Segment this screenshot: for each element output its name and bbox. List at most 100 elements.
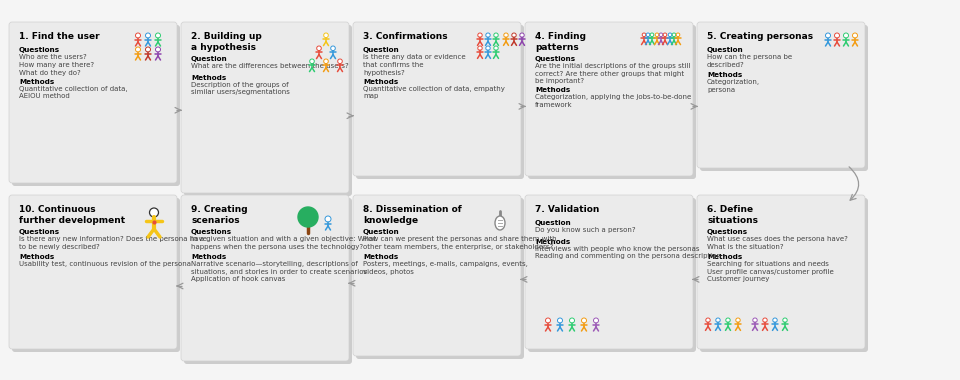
FancyBboxPatch shape (12, 25, 180, 186)
FancyBboxPatch shape (353, 22, 521, 176)
Text: Question: Question (707, 47, 744, 53)
Circle shape (660, 33, 662, 36)
Circle shape (826, 33, 830, 38)
Text: Questions: Questions (19, 47, 60, 53)
Text: Methods: Methods (363, 79, 398, 84)
Circle shape (486, 46, 491, 51)
Text: Description of the groups of
similar users/segmentations: Description of the groups of similar use… (191, 81, 290, 95)
Text: Are the initial descriptions of the groups still
correct? Are there other groups: Are the initial descriptions of the grou… (535, 63, 690, 84)
FancyBboxPatch shape (697, 22, 865, 168)
Circle shape (330, 46, 335, 51)
Text: How can we present the personas and share them with
other team members, the ente: How can we present the personas and shar… (363, 236, 557, 250)
Circle shape (676, 33, 680, 36)
Text: 3. Confirmations: 3. Confirmations (363, 32, 447, 41)
Circle shape (726, 318, 731, 322)
FancyBboxPatch shape (184, 25, 352, 196)
Text: Interviews with people who know the personas
Reading and commenting on the perso: Interviews with people who know the pers… (535, 245, 721, 259)
Circle shape (504, 33, 508, 37)
Circle shape (642, 33, 646, 36)
Circle shape (493, 33, 498, 37)
Text: 5. Creating personas: 5. Creating personas (707, 32, 813, 41)
Text: Do you know such a person?: Do you know such a person? (535, 227, 636, 233)
Circle shape (156, 33, 160, 38)
Circle shape (593, 318, 598, 323)
Text: Question: Question (191, 56, 228, 62)
Text: 10. Continuous
further development: 10. Continuous further development (19, 205, 125, 225)
Circle shape (324, 33, 328, 38)
Circle shape (646, 33, 650, 36)
Circle shape (486, 33, 491, 37)
Text: Questions: Questions (535, 56, 576, 62)
Circle shape (135, 47, 140, 52)
Circle shape (668, 33, 672, 36)
Circle shape (650, 33, 654, 36)
Circle shape (317, 46, 322, 51)
Circle shape (512, 33, 516, 37)
Text: 1. Find the user: 1. Find the user (19, 32, 100, 41)
FancyBboxPatch shape (181, 22, 349, 193)
Text: Methods: Methods (363, 254, 398, 260)
Circle shape (852, 33, 857, 38)
Text: Question: Question (535, 220, 572, 226)
Circle shape (478, 33, 482, 37)
Circle shape (325, 216, 331, 222)
Circle shape (735, 318, 740, 322)
Circle shape (655, 33, 659, 36)
Circle shape (582, 318, 587, 323)
Text: Methods: Methods (707, 254, 742, 260)
Circle shape (558, 318, 563, 323)
FancyBboxPatch shape (356, 25, 524, 179)
Circle shape (663, 33, 667, 36)
Text: How can the persona be
described?: How can the persona be described? (707, 54, 792, 68)
Text: Questions: Questions (191, 229, 232, 235)
FancyBboxPatch shape (181, 195, 349, 361)
FancyBboxPatch shape (525, 195, 693, 349)
Circle shape (706, 318, 710, 322)
Text: Methods: Methods (19, 254, 55, 260)
Text: Question: Question (363, 47, 399, 53)
Text: 8. Dissemination of
knowledge: 8. Dissemination of knowledge (363, 205, 462, 225)
Circle shape (763, 318, 767, 322)
Circle shape (146, 33, 151, 38)
Circle shape (773, 318, 778, 322)
Text: Searching for situations and needs
User profile canvas/customer profile
Customer: Searching for situations and needs User … (707, 261, 833, 282)
Circle shape (135, 33, 140, 38)
Circle shape (156, 47, 160, 52)
Circle shape (324, 59, 328, 63)
Text: 4. Finding
patterns: 4. Finding patterns (535, 32, 586, 52)
Circle shape (545, 318, 550, 323)
Text: Methods: Methods (535, 87, 570, 93)
Circle shape (672, 33, 676, 36)
Text: Posters, meetings, e-mails, campaigns, events,
videos, photos: Posters, meetings, e-mails, campaigns, e… (363, 261, 528, 275)
FancyBboxPatch shape (528, 25, 696, 179)
Circle shape (146, 47, 151, 52)
Circle shape (150, 208, 158, 217)
Text: Questions: Questions (707, 229, 748, 235)
Text: Is there any data or evidence
that confirms the
hypothesis?: Is there any data or evidence that confi… (363, 54, 466, 76)
Text: Is there any new information? Does the persona have
to be newly described?: Is there any new information? Does the p… (19, 236, 206, 250)
Circle shape (569, 318, 574, 323)
Circle shape (478, 46, 482, 51)
Text: Narrative scenario—storytelling, descriptions of
situations, and stories in orde: Narrative scenario—storytelling, descrip… (191, 261, 367, 282)
Circle shape (753, 318, 757, 322)
Circle shape (298, 207, 318, 227)
Text: Quantitative collection of data,
AEIOU method: Quantitative collection of data, AEIOU m… (19, 86, 128, 99)
Circle shape (493, 46, 498, 51)
Text: Quantitative collection of data, empathy
map: Quantitative collection of data, empathy… (363, 86, 505, 99)
Text: Methods: Methods (535, 239, 570, 244)
Text: Methods: Methods (19, 79, 55, 84)
Text: Who are the users?
How many are there?
What do they do?: Who are the users? How many are there? W… (19, 54, 94, 76)
Text: 6. Define
situations: 6. Define situations (707, 205, 758, 225)
Text: 2. Building up
a hypothesis: 2. Building up a hypothesis (191, 32, 262, 52)
FancyBboxPatch shape (184, 198, 352, 364)
Circle shape (338, 59, 343, 63)
FancyBboxPatch shape (353, 195, 521, 356)
FancyBboxPatch shape (700, 25, 868, 171)
Text: 9. Creating
scenarios: 9. Creating scenarios (191, 205, 248, 225)
FancyBboxPatch shape (9, 22, 177, 183)
Text: Methods: Methods (191, 254, 227, 260)
Text: Usability test, continuous revision of the persona: Usability test, continuous revision of t… (19, 261, 191, 267)
Text: What are the differences between the users?: What are the differences between the use… (191, 63, 348, 69)
Text: In a given situation and with a given objective: What
happens when the persona u: In a given situation and with a given ob… (191, 236, 376, 250)
Circle shape (782, 318, 787, 322)
